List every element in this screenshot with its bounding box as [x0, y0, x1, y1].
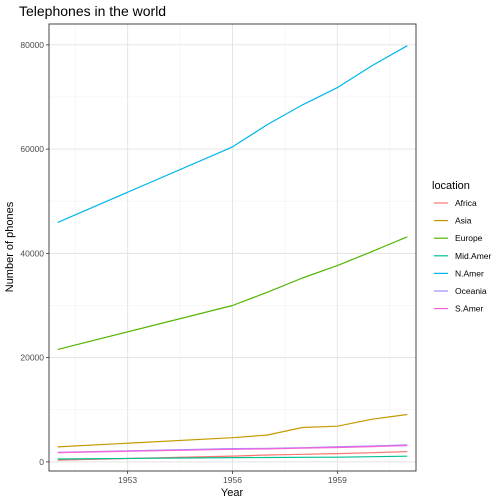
- x-tick-label: 1956: [223, 475, 242, 485]
- y-axis-title: Number of phones: [4, 201, 16, 292]
- legend-label: Asia: [455, 216, 472, 226]
- x-tick-label: 1959: [328, 475, 347, 485]
- legend-title: location: [432, 180, 470, 192]
- series-line-n-amer: [57, 45, 408, 223]
- y-tick-label: 80000: [20, 40, 44, 50]
- legend-label: S.Amer: [455, 304, 484, 314]
- series-line-s-amer: [57, 444, 408, 454]
- x-tick-label: 1953: [118, 475, 137, 485]
- legend-label: Africa: [455, 198, 477, 208]
- y-tick-label: 20000: [20, 353, 44, 363]
- series-line-asia: [57, 413, 408, 448]
- chart-title: Telephones in the world: [19, 3, 166, 19]
- series-line-africa: [57, 451, 408, 461]
- y-tick-label: 60000: [20, 144, 44, 154]
- y-tick-label: 40000: [20, 248, 44, 258]
- legend-label: N.Amer: [455, 268, 484, 278]
- series-line-mid-amer: [57, 455, 408, 460]
- series-line-europe: [57, 236, 408, 350]
- x-axis-title: Year: [221, 487, 244, 499]
- legend-label: Oceania: [455, 286, 487, 296]
- legend-label: Mid.Amer: [455, 251, 492, 261]
- y-tick-label: 0: [39, 457, 44, 467]
- legend: location Africa Asia Europe Mid.Amer N.Amer O…: [432, 180, 492, 314]
- legend-label: Europe: [455, 233, 483, 243]
- plot-border: [48, 23, 417, 472]
